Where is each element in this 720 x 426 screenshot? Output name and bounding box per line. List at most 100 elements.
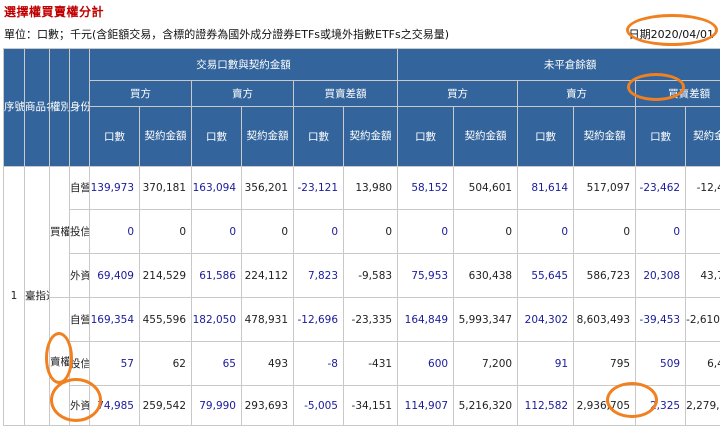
cell-open-buy-amount: 630,438 (454, 254, 518, 298)
cell-trading-buy-amount: 62 (140, 342, 192, 386)
cell-trading-sell-amount: 0 (242, 210, 294, 254)
cell-trading-net-amount: 0 (344, 210, 398, 254)
header-amount: 契約金額 (574, 107, 636, 167)
cell-open-buy-contracts[interactable]: 75,953 (398, 254, 454, 298)
identity-cell: 自營商 (70, 167, 90, 210)
cell-open-net-amount: 6,405 (686, 342, 720, 386)
table-row: 賣權 自營商 169,354 455,596 182,050 478,931 -… (4, 298, 720, 342)
cell-open-sell-amount: 0 (574, 210, 636, 254)
cell-trading-sell-amount: 293,693 (242, 386, 294, 426)
cell-open-buy-contracts[interactable]: 58,152 (398, 167, 454, 210)
cell-open-net-contracts[interactable]: -39,453 (636, 298, 686, 342)
cell-open-sell-amount: 2,936,705 (574, 386, 636, 426)
cell-open-sell-amount: 517,097 (574, 167, 636, 210)
cell-open-sell-contracts[interactable]: 55,645 (518, 254, 574, 298)
header-contracts: 口數 (398, 107, 454, 167)
cell-open-net-contracts[interactable]: 20,308 (636, 254, 686, 298)
cell-open-sell-contracts[interactable]: 112,582 (518, 386, 574, 426)
cell-trading-sell-contracts[interactable]: 163,094 (192, 167, 242, 210)
cell-trading-buy-contracts[interactable]: 0 (90, 210, 140, 254)
cell-open-net-contracts[interactable]: 509 (636, 342, 686, 386)
header-trading-sell: 賣方 (192, 81, 294, 107)
header-product: 商品名稱 (25, 49, 50, 167)
cell-trading-net-amount: 13,980 (344, 167, 398, 210)
cell-trading-net-amount: -34,151 (344, 386, 398, 426)
table-row: 投信 57 62 65 493 -8 -431 600 7,200 91 795… (4, 342, 720, 386)
cell-trading-net-contracts[interactable]: -8 (294, 342, 344, 386)
cell-trading-buy-amount: 0 (140, 210, 192, 254)
header-seq: 序號 (4, 49, 25, 167)
cell-trading-net-contracts[interactable]: 7,823 (294, 254, 344, 298)
page-title: 選擇權買賣權分計 (4, 3, 104, 20)
unit-note: 單位：口數；千元(含鉅額交易，含標的證券為國外成分證券ETFs或境外指數ETFs… (4, 26, 449, 42)
cell-open-sell-contracts[interactable]: 81,614 (518, 167, 574, 210)
cell-trading-net-amount: -9,583 (344, 254, 398, 298)
cell-trading-sell-amount: 224,112 (242, 254, 294, 298)
cell-trading-sell-contracts[interactable]: 65 (192, 342, 242, 386)
cell-trading-buy-contracts[interactable]: 57 (90, 342, 140, 386)
cell-open-sell-contracts[interactable]: 0 (518, 210, 574, 254)
put-cell: 賣權 (50, 298, 70, 426)
product-cell[interactable]: 臺指選擇權 (25, 167, 50, 426)
identity-cell: 外資 (70, 386, 90, 426)
cell-open-buy-contracts[interactable]: 600 (398, 342, 454, 386)
cell-trading-net-contracts[interactable]: -23,121 (294, 167, 344, 210)
header-group-trading: 交易口數與契約金額 (90, 49, 398, 81)
cell-open-net-amount: -12,496 (686, 167, 720, 210)
header-contracts: 口數 (294, 107, 344, 167)
header-identity: 身份別 (70, 49, 90, 167)
header-open-net: 買賣差額 (636, 81, 720, 107)
cell-trading-sell-amount: 356,201 (242, 167, 294, 210)
cell-open-net-amount: 43,715 (686, 254, 720, 298)
cell-trading-sell-amount: 478,931 (242, 298, 294, 342)
cell-trading-buy-contracts[interactable]: 69,409 (90, 254, 140, 298)
seq-cell: 1 (4, 167, 25, 426)
cell-trading-sell-amount: 493 (242, 342, 294, 386)
cell-open-net-amount: 0 (686, 210, 720, 254)
header-amount: 契約金額 (454, 107, 518, 167)
header-contracts: 口數 (636, 107, 686, 167)
cell-open-buy-amount: 5,993,347 (454, 298, 518, 342)
cell-trading-net-contracts[interactable]: 0 (294, 210, 344, 254)
cell-trading-buy-contracts[interactable]: 169,354 (90, 298, 140, 342)
cell-trading-buy-amount: 455,596 (140, 298, 192, 342)
cell-open-net-contracts[interactable]: -23,462 (636, 167, 686, 210)
cell-trading-buy-contracts[interactable]: 74,985 (90, 386, 140, 426)
cell-open-sell-contracts[interactable]: 204,302 (518, 298, 574, 342)
cell-open-buy-amount: 7,200 (454, 342, 518, 386)
header-trading-buy: 買方 (90, 81, 192, 107)
cell-trading-net-contracts[interactable]: -5,005 (294, 386, 344, 426)
header-open-sell: 賣方 (518, 81, 636, 107)
cell-open-sell-amount: 8,603,493 (574, 298, 636, 342)
cell-trading-sell-contracts[interactable]: 61,586 (192, 254, 242, 298)
cell-trading-sell-contracts[interactable]: 0 (192, 210, 242, 254)
table-row: 1 臺指選擇權 買權 自營商 139,973 370,181 163,094 3… (4, 167, 720, 210)
identity-cell: 投信 (70, 342, 90, 386)
cell-open-buy-amount: 504,601 (454, 167, 518, 210)
cell-trading-buy-amount: 370,181 (140, 167, 192, 210)
table-row: 外資 69,409 214,529 61,586 224,112 7,823 -… (4, 254, 720, 298)
header-trading-net: 買賣差額 (294, 81, 398, 107)
cell-open-sell-contracts[interactable]: 91 (518, 342, 574, 386)
header-open-buy: 買方 (398, 81, 518, 107)
cell-open-net-contracts[interactable]: 0 (636, 210, 686, 254)
cell-open-net-amount: 2,279,615 (686, 386, 720, 426)
cell-trading-buy-contracts[interactable]: 139,973 (90, 167, 140, 210)
header-contracts: 口數 (90, 107, 140, 167)
cell-trading-sell-contracts[interactable]: 182,050 (192, 298, 242, 342)
header-contracts: 口數 (518, 107, 574, 167)
cell-open-buy-contracts[interactable]: 164,849 (398, 298, 454, 342)
header-amount: 契約金額 (686, 107, 720, 167)
report-date: 日期2020/04/01 (629, 26, 714, 42)
identity-cell: 自營商 (70, 298, 90, 342)
cell-trading-net-contracts[interactable]: -12,696 (294, 298, 344, 342)
cell-trading-sell-contracts[interactable]: 79,990 (192, 386, 242, 426)
cell-trading-buy-amount: 214,529 (140, 254, 192, 298)
header-right: 權別 (50, 49, 70, 167)
cell-open-buy-contracts[interactable]: 114,907 (398, 386, 454, 426)
cell-open-buy-contracts[interactable]: 0 (398, 210, 454, 254)
header-group-open: 未平倉餘額 (398, 49, 720, 81)
cell-open-net-contracts[interactable]: 2,325 (636, 386, 686, 426)
table-row: 外資 74,985 259,542 79,990 293,693 -5,005 … (4, 386, 720, 426)
identity-cell: 投信 (70, 210, 90, 254)
